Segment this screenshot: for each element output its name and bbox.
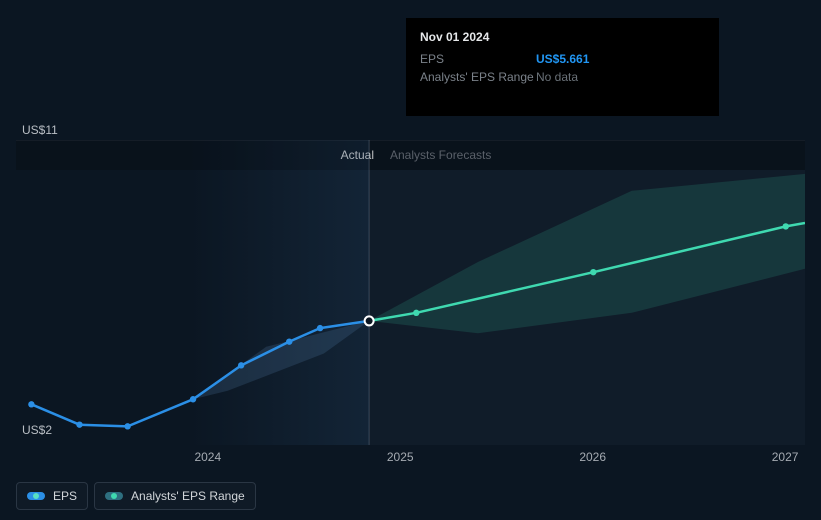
- tooltip-row: EPS US$5.661: [420, 50, 705, 68]
- legend-item-eps[interactable]: EPS: [16, 482, 88, 510]
- tooltip-row-label: EPS: [420, 50, 536, 68]
- tooltip-row-value: No data: [536, 68, 578, 86]
- tooltip-row: Analysts' EPS Range No data: [420, 68, 705, 86]
- x-tick-label: 2027: [772, 450, 799, 464]
- legend-label: Analysts' EPS Range: [131, 489, 245, 503]
- x-tick-label: 2026: [579, 450, 606, 464]
- legend-label: EPS: [53, 489, 77, 503]
- y-tick-label: US$11: [22, 123, 58, 137]
- legend-item-range[interactable]: Analysts' EPS Range: [94, 482, 256, 510]
- legend-swatch: [105, 492, 123, 500]
- chart-tooltip: Nov 01 2024 EPS US$5.661 Analysts' EPS R…: [406, 18, 719, 116]
- tooltip-title: Nov 01 2024: [420, 28, 705, 46]
- chart-plot[interactable]: [16, 140, 805, 445]
- tooltip-row-label: Analysts' EPS Range: [420, 68, 536, 86]
- legend-swatch: [27, 492, 45, 500]
- x-tick-label: 2025: [387, 450, 414, 464]
- chart-legend: EPS Analysts' EPS Range: [16, 482, 256, 510]
- tooltip-row-value: US$5.661: [536, 50, 589, 68]
- x-tick-label: 2024: [194, 450, 221, 464]
- eps-chart: US$11 US$2 Actual Analysts Forecasts 202…: [0, 0, 821, 520]
